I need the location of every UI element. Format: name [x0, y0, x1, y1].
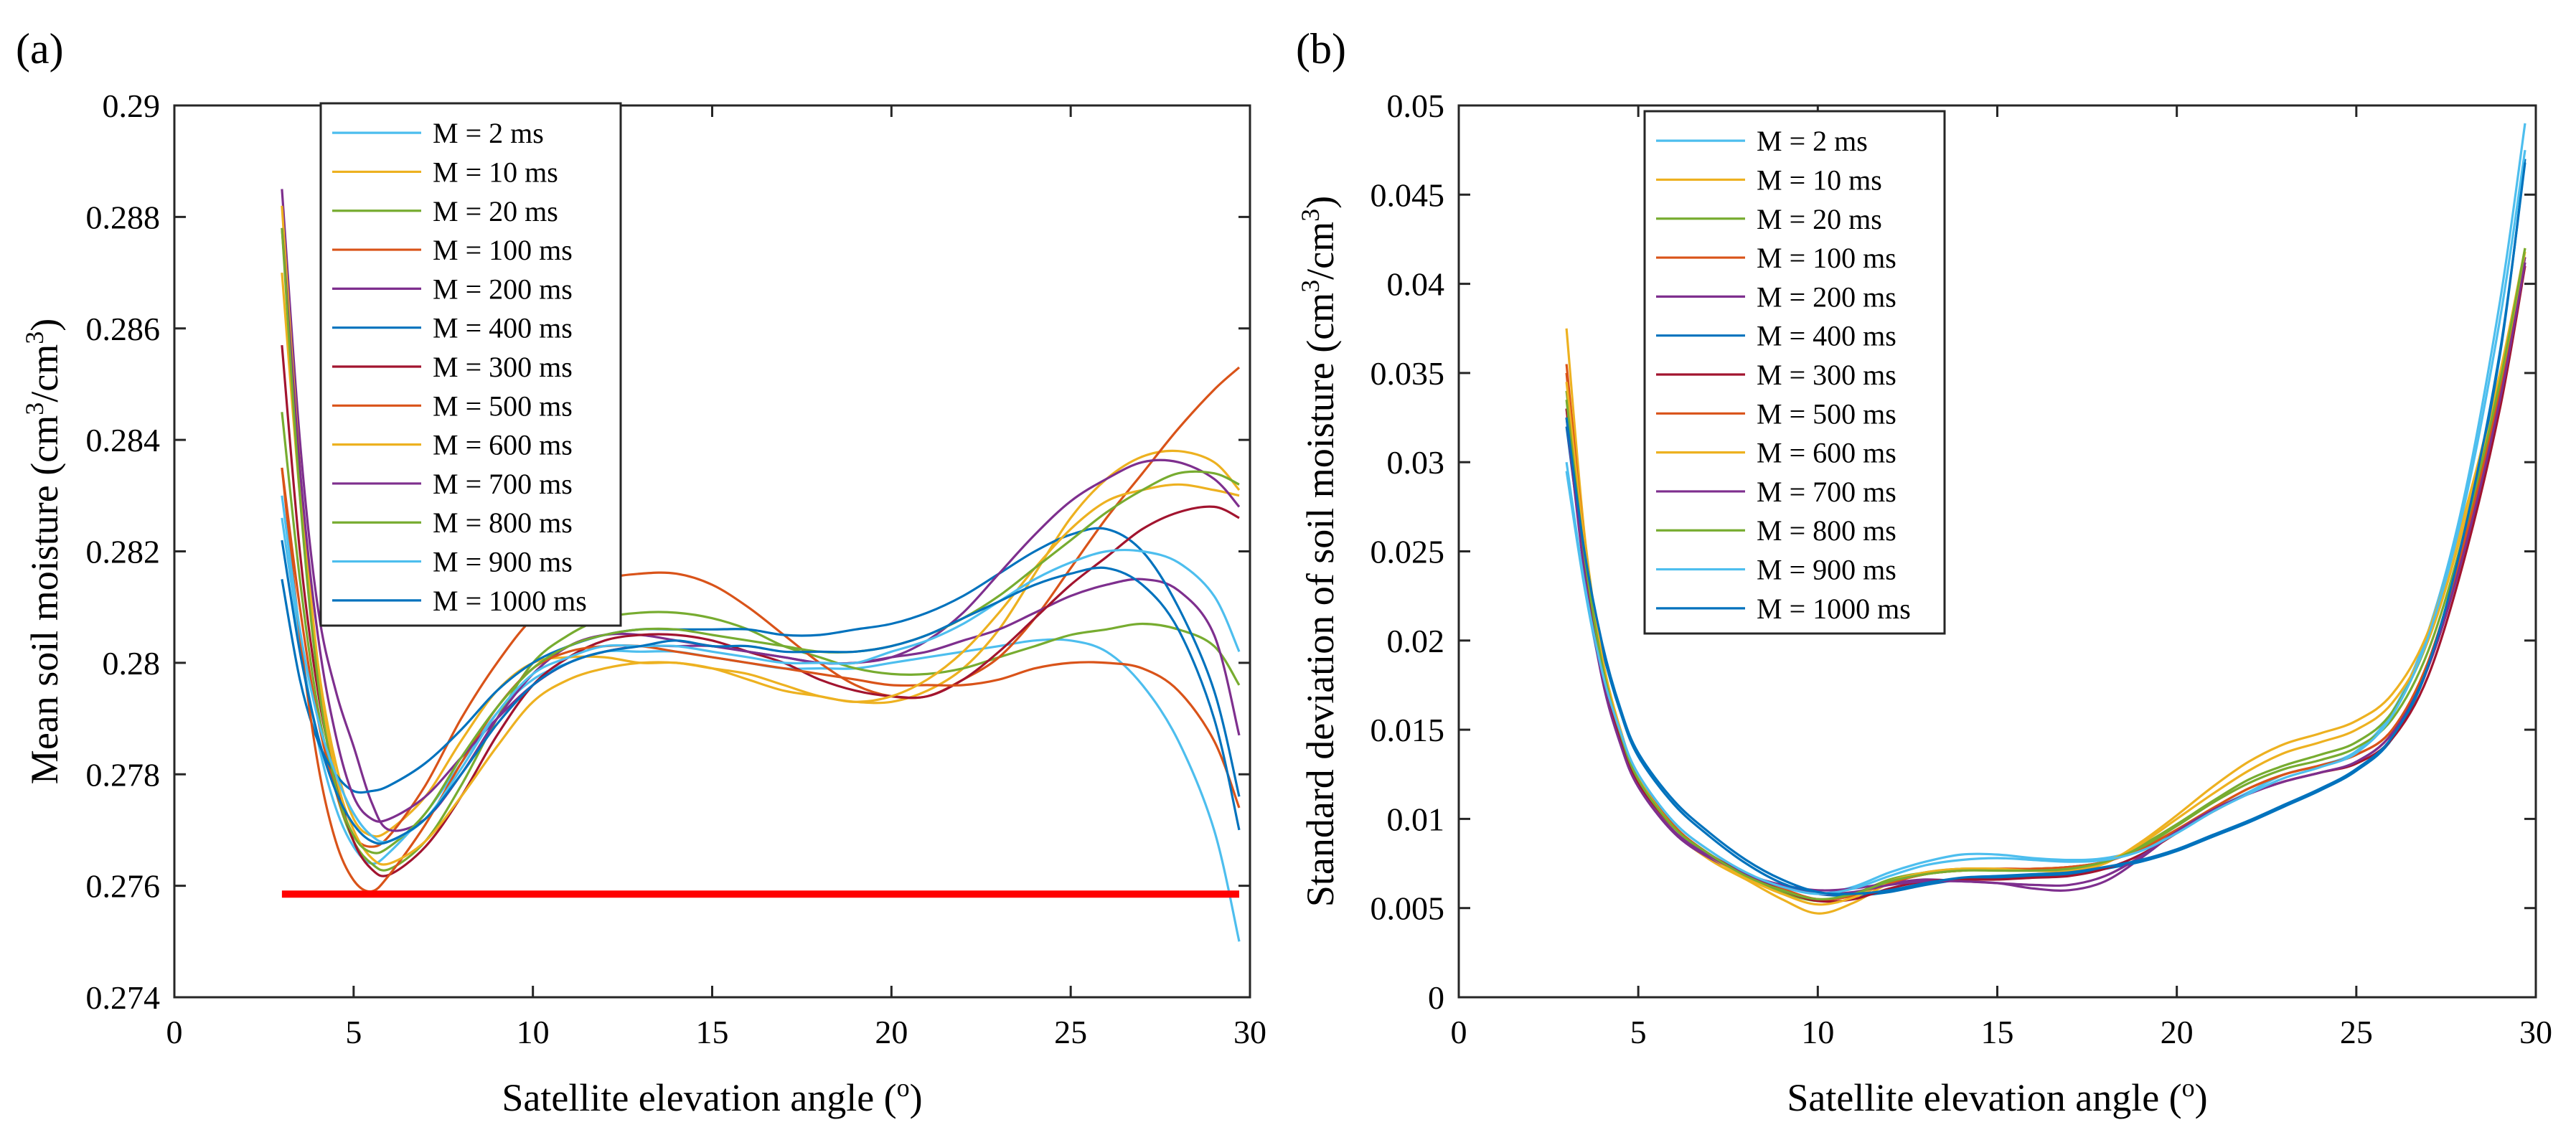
x-tick-label: 25 — [1054, 1014, 1087, 1050]
legend-entry: M = 200 ms — [433, 273, 573, 305]
x-tick-label: 10 — [1801, 1014, 1834, 1050]
legend-entry: M = 500 ms — [433, 390, 573, 422]
y-tick-label: 0.274 — [86, 979, 161, 1016]
legend-entry: M = 600 ms — [1757, 437, 1896, 469]
legend-entry: M = 2 ms — [433, 117, 544, 149]
x-tick-label: 5 — [1630, 1014, 1647, 1050]
legend-entry: M = 400 ms — [1757, 320, 1896, 352]
chart-panel-b: (b) 0 5 10 15 20 25 30 0 0.005 0.01 0.015 0.02 0.025 0… — [1296, 25, 2552, 1119]
y-tick-label: 0.276 — [86, 868, 161, 905]
legend-entry: M = 1000 ms — [1757, 593, 1911, 625]
y-tick-label: 0.045 — [1371, 176, 1445, 213]
legend-entry: M = 100 ms — [1757, 242, 1896, 274]
legend-box — [319, 102, 622, 627]
series-line — [1565, 162, 2526, 895]
legend-entry: M = 300 ms — [1757, 359, 1896, 391]
y-axis-label: Mean soil moisture (cm3/cm3) — [20, 319, 66, 784]
y-tick-label: 0.29 — [103, 88, 161, 124]
panel-label: (a) — [16, 25, 64, 72]
y-tick-label: 0.025 — [1371, 534, 1445, 570]
x-tick-label: 20 — [875, 1014, 908, 1050]
chart-panel-a: (a) 0 5 10 15 20 25 30 0.274 0.276 0.278 0.28 0.282 0… — [16, 25, 1266, 1119]
legend-entry: M = 20 ms — [1757, 203, 1882, 235]
y-tick-label: 0.282 — [86, 534, 161, 570]
x-axis-label: Satellite elevation angle (o) — [502, 1073, 922, 1119]
series-line — [281, 527, 1241, 797]
series-line — [1565, 248, 2526, 900]
x-axis-label: Satellite elevation angle (o) — [1787, 1073, 2207, 1119]
legend-box — [1643, 110, 1946, 635]
legend-entry: M = 2 ms — [1757, 125, 1868, 157]
series-line — [281, 467, 1241, 893]
legend-entry: M = 500 ms — [1757, 397, 1896, 430]
legend-entry: M = 300 ms — [433, 351, 573, 383]
legend-entry: M = 10 ms — [1757, 164, 1882, 196]
series-line — [1565, 149, 2526, 895]
x-tick-label: 15 — [1981, 1014, 2014, 1050]
x-tick-label: 0 — [1451, 1014, 1467, 1050]
legend-entry: M = 700 ms — [1757, 476, 1896, 508]
series-line — [281, 495, 1241, 844]
x-tick-label: 25 — [2340, 1014, 2373, 1050]
y-tick-label: 0.005 — [1371, 890, 1445, 927]
y-tick-label: 0.035 — [1371, 355, 1445, 392]
y-tick-label: 0.286 — [86, 311, 161, 347]
legend-entry: M = 900 ms — [1757, 554, 1896, 586]
x-tick-label: 5 — [345, 1014, 362, 1050]
panel-label: (b) — [1296, 25, 1346, 72]
x-tick-label: 10 — [517, 1014, 550, 1050]
y-tick-label: 0.04 — [1387, 266, 1445, 303]
x-tick-label: 30 — [1233, 1014, 1266, 1050]
series-line — [281, 540, 1241, 845]
legend-entry: M = 600 ms — [433, 429, 573, 461]
legend-entry: M = 10 ms — [433, 156, 558, 188]
x-tick-label: 20 — [2161, 1014, 2194, 1050]
legend-entry: M = 200 ms — [1757, 281, 1896, 313]
legend-entry: M = 800 ms — [433, 507, 573, 539]
axes-frame — [1457, 104, 2537, 999]
legend: M = 2 ms M = 10 ms M = 20 ms M = 100 ms M = … — [1643, 110, 1946, 635]
y-tick-label: 0.015 — [1371, 712, 1445, 748]
y-tick-label: 0.28 — [103, 645, 161, 682]
series-line — [1565, 265, 2526, 903]
y-tick-label: 0.288 — [86, 199, 161, 235]
x-tick-label: 0 — [166, 1014, 183, 1050]
x-tick-label: 30 — [2519, 1014, 2552, 1050]
y-tick-label: 0 — [1428, 979, 1444, 1016]
legend-entry: M = 20 ms — [433, 195, 558, 227]
legend-entry: M = 900 ms — [433, 546, 573, 578]
legend: M = 2 ms M = 10 ms M = 20 ms M = 100 ms M = … — [319, 102, 622, 627]
y-tick-label: 0.01 — [1387, 801, 1445, 837]
series-line — [281, 227, 1240, 854]
legend-entry: M = 800 ms — [1757, 514, 1896, 547]
legend-entry: M = 700 ms — [433, 468, 573, 500]
y-tick-label: 0.02 — [1387, 623, 1445, 659]
y-tick-label: 0.05 — [1387, 88, 1445, 124]
legend-entry: M = 400 ms — [433, 312, 573, 344]
y-axis-label: Standard deviation of soil moisture (cm3… — [1296, 196, 1342, 907]
x-tick-label: 15 — [696, 1014, 729, 1050]
legend-entry: M = 1000 ms — [433, 585, 587, 617]
y-tick-label: 0.03 — [1387, 444, 1445, 481]
y-tick-label: 0.278 — [86, 756, 161, 793]
y-tick-label: 0.284 — [86, 422, 161, 458]
legend-entry: M = 100 ms — [433, 234, 573, 266]
